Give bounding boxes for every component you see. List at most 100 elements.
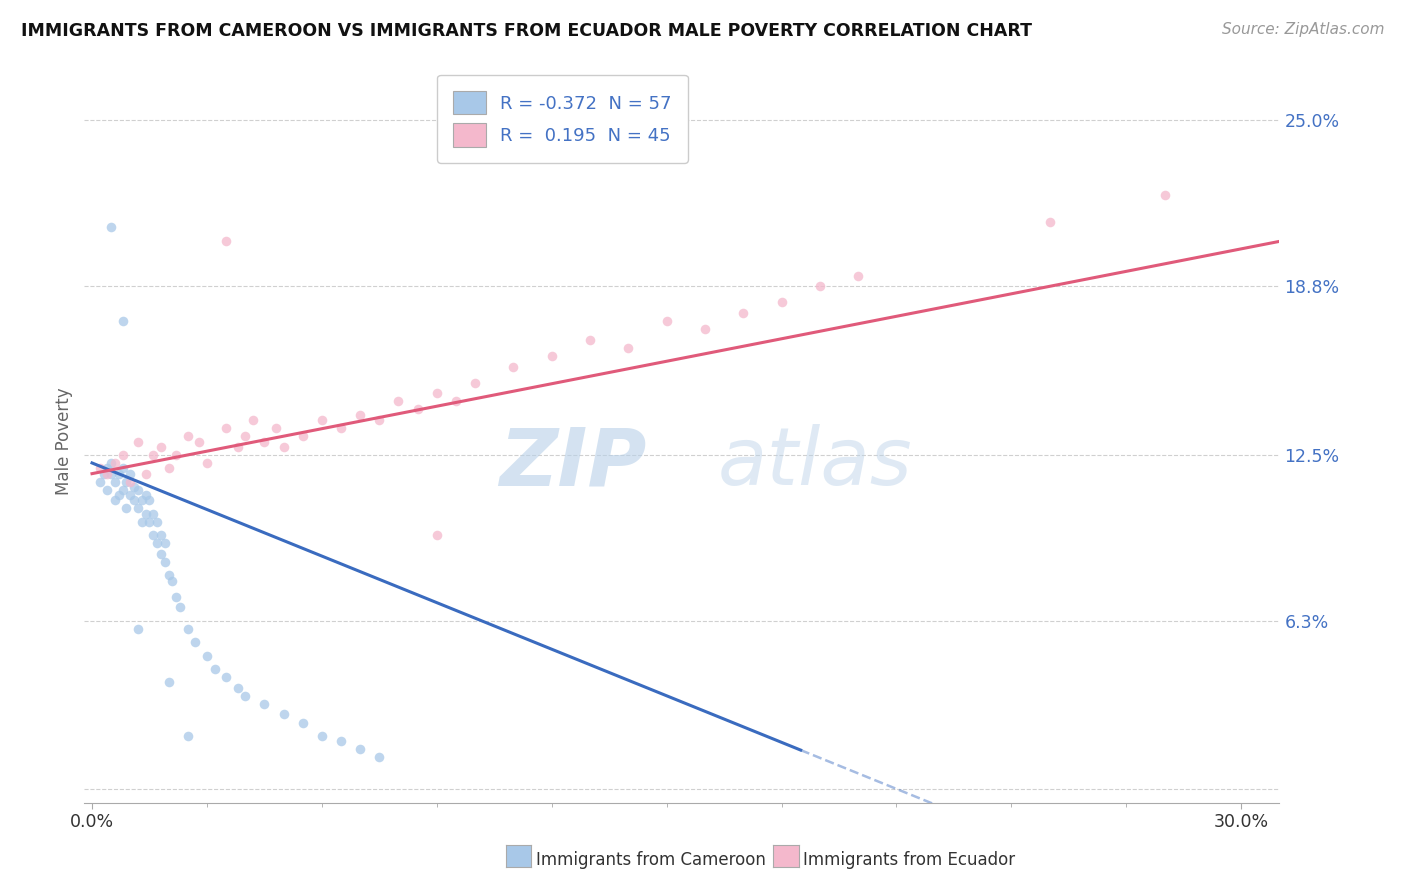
- Point: [273, 707, 295, 722]
- Point: [177, 429, 200, 443]
- Point: [253, 697, 276, 711]
- Point: [291, 429, 314, 443]
- Point: [502, 359, 524, 374]
- Point: [146, 515, 169, 529]
- Point: [215, 421, 238, 435]
- Point: [153, 555, 176, 569]
- Point: [349, 742, 371, 756]
- Point: [138, 515, 160, 529]
- Point: [157, 675, 180, 690]
- Point: [96, 467, 118, 481]
- Point: [89, 475, 111, 489]
- Point: [195, 456, 218, 470]
- Point: [808, 279, 831, 293]
- Text: Immigrants from Cameroon: Immigrants from Cameroon: [536, 851, 765, 869]
- Point: [204, 662, 226, 676]
- Point: [184, 635, 207, 649]
- Point: [540, 349, 562, 363]
- Point: [149, 528, 172, 542]
- Point: [162, 574, 184, 588]
- Point: [349, 408, 371, 422]
- Point: [770, 295, 793, 310]
- Point: [579, 333, 602, 347]
- Point: [111, 448, 134, 462]
- Point: [142, 507, 165, 521]
- Point: [111, 314, 134, 328]
- Legend: R = -0.372  N = 57, R =  0.195  N = 45: R = -0.372 N = 57, R = 0.195 N = 45: [437, 75, 688, 162]
- Point: [131, 515, 153, 529]
- Text: ZIP: ZIP: [499, 425, 647, 502]
- Point: [226, 440, 249, 454]
- Point: [135, 467, 157, 481]
- Point: [157, 568, 180, 582]
- Text: IMMIGRANTS FROM CAMEROON VS IMMIGRANTS FROM ECUADOR MALE POVERTY CORRELATION CHA: IMMIGRANTS FROM CAMEROON VS IMMIGRANTS F…: [21, 22, 1032, 40]
- Point: [115, 501, 138, 516]
- Point: [120, 475, 142, 489]
- Point: [195, 648, 218, 663]
- Point: [104, 456, 127, 470]
- Point: [733, 306, 755, 320]
- Point: [93, 467, 115, 481]
- Point: [330, 734, 353, 748]
- Point: [111, 483, 134, 497]
- Point: [127, 622, 149, 636]
- Point: [444, 394, 467, 409]
- Point: [655, 314, 678, 328]
- Point: [157, 461, 180, 475]
- Point: [464, 376, 486, 390]
- Point: [111, 461, 134, 475]
- Point: [368, 750, 391, 764]
- Point: [311, 413, 333, 427]
- Point: [108, 488, 131, 502]
- Point: [108, 467, 131, 481]
- Text: atlas: atlas: [718, 425, 912, 502]
- Point: [127, 501, 149, 516]
- Point: [215, 234, 238, 248]
- Point: [426, 528, 449, 542]
- Text: Source: ZipAtlas.com: Source: ZipAtlas.com: [1222, 22, 1385, 37]
- Point: [127, 434, 149, 449]
- Point: [100, 220, 122, 235]
- Point: [96, 483, 118, 497]
- Point: [165, 590, 187, 604]
- Point: [846, 268, 869, 283]
- Point: [100, 456, 122, 470]
- Point: [233, 429, 256, 443]
- Point: [104, 493, 127, 508]
- Point: [165, 448, 187, 462]
- Point: [188, 434, 211, 449]
- Point: [104, 475, 127, 489]
- Point: [387, 394, 409, 409]
- Point: [122, 493, 145, 508]
- Point: [1153, 188, 1175, 202]
- Point: [100, 467, 122, 481]
- Point: [242, 413, 264, 427]
- Point: [177, 622, 200, 636]
- Point: [135, 488, 157, 502]
- Point: [406, 402, 429, 417]
- Text: Immigrants from Ecuador: Immigrants from Ecuador: [803, 851, 1015, 869]
- Point: [127, 483, 149, 497]
- Point: [693, 322, 716, 336]
- Point: [122, 480, 145, 494]
- Point: [233, 689, 256, 703]
- Point: [617, 341, 640, 355]
- Y-axis label: Male Poverty: Male Poverty: [55, 388, 73, 495]
- Point: [120, 488, 142, 502]
- Point: [149, 547, 172, 561]
- Point: [330, 421, 353, 435]
- Point: [1039, 215, 1062, 229]
- Point: [226, 681, 249, 695]
- Point: [96, 461, 118, 475]
- Point: [368, 413, 391, 427]
- Point: [115, 475, 138, 489]
- Point: [273, 440, 295, 454]
- Point: [426, 386, 449, 401]
- Point: [138, 493, 160, 508]
- Point: [120, 467, 142, 481]
- Point: [142, 528, 165, 542]
- Point: [169, 600, 191, 615]
- Point: [153, 536, 176, 550]
- Point: [311, 729, 333, 743]
- Point: [146, 536, 169, 550]
